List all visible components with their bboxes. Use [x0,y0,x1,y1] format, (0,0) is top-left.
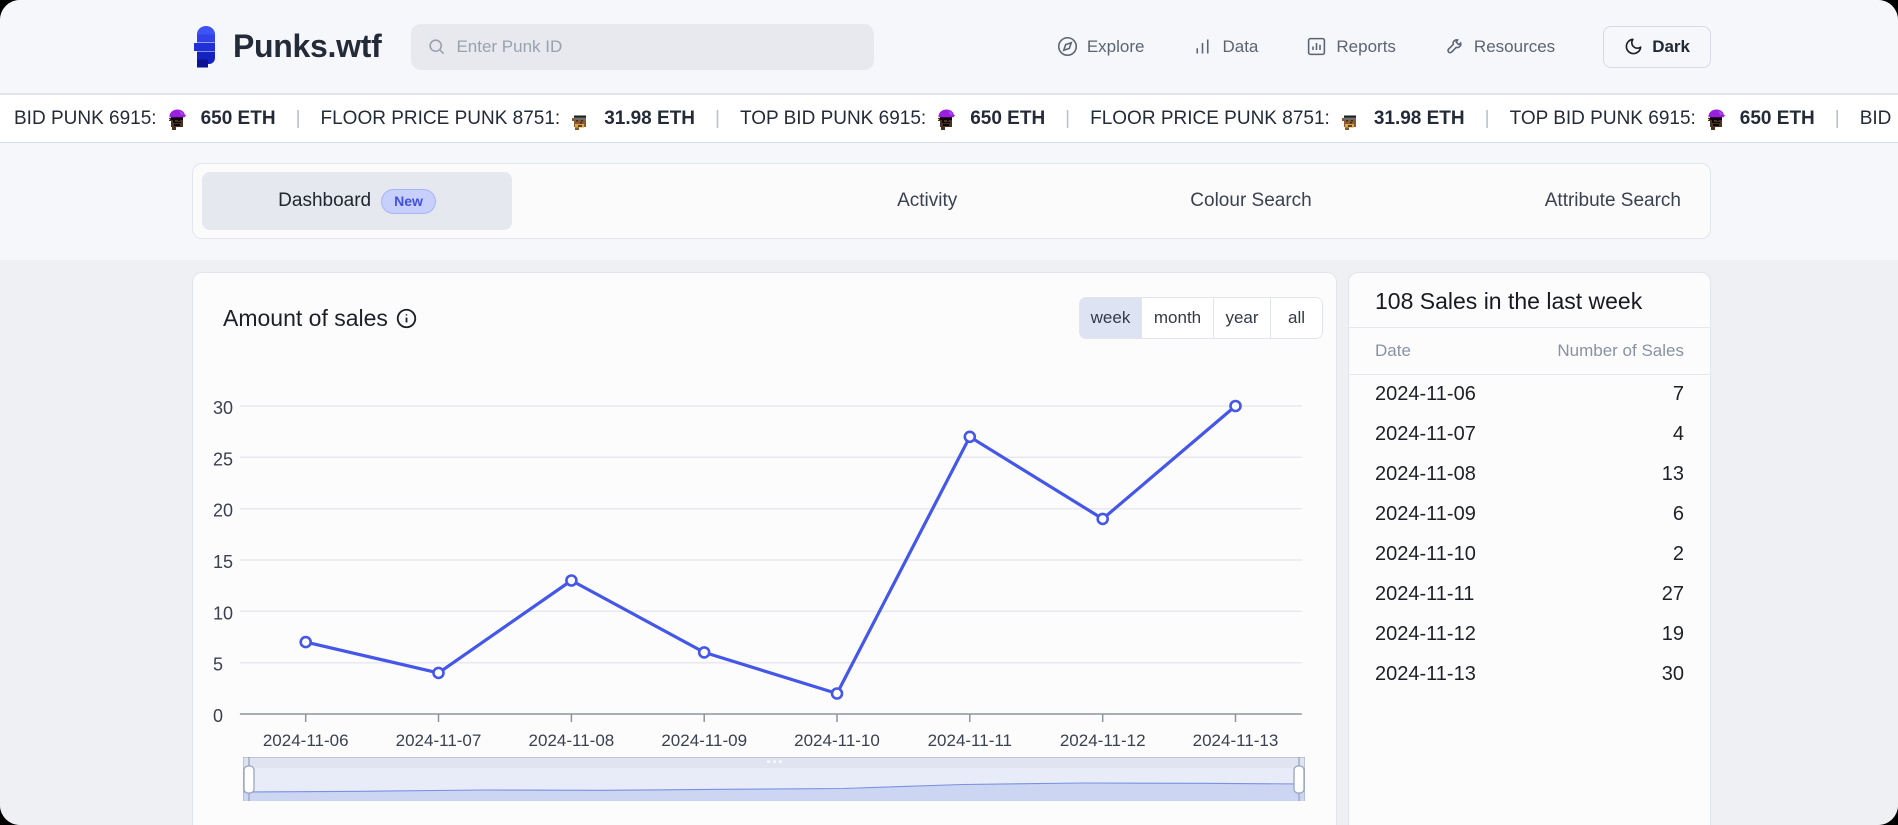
svg-text:2024-11-10: 2024-11-10 [794,731,880,750]
svg-text:10: 10 [213,603,233,623]
svg-text:2024-11-07: 2024-11-07 [396,731,482,750]
svg-text:2024-11-12: 2024-11-12 [1060,731,1146,750]
svg-text:2024-11-11: 2024-11-11 [928,731,1012,750]
svg-text:2024-11-13: 2024-11-13 [1193,731,1279,750]
svg-text:2024-11-08: 2024-11-08 [529,731,615,750]
svg-text:2024-11-06: 2024-11-06 [263,731,349,750]
svg-text:2024-11-09: 2024-11-09 [661,731,747,750]
svg-text:0: 0 [213,706,223,726]
svg-text:30: 30 [213,398,233,418]
svg-text:15: 15 [213,552,233,572]
svg-text:25: 25 [213,449,233,469]
svg-text:5: 5 [213,655,223,675]
svg-text:20: 20 [213,501,233,521]
